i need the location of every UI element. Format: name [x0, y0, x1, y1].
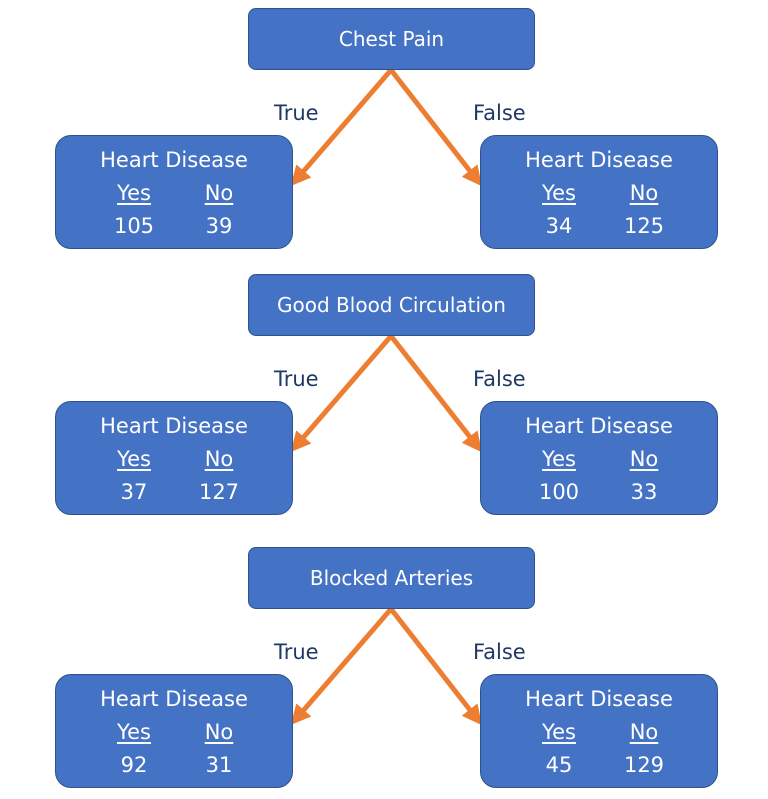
- leaf-node-true: Heart Disease Yes No 37 127: [55, 401, 293, 515]
- root-node-label: Blocked Arteries: [309, 566, 474, 590]
- true-arrow: [290, 334, 393, 453]
- leaf-node-true: Heart Disease Yes No 92 31: [55, 674, 293, 788]
- false-arrow: [389, 68, 482, 187]
- yes-header: Yes: [542, 720, 576, 744]
- leaf-title: Heart Disease: [100, 414, 248, 438]
- yes-count: 45: [545, 753, 573, 777]
- true-branch-label: True: [274, 101, 319, 125]
- true-branch-label: True: [274, 640, 319, 664]
- yes-count: 100: [538, 480, 580, 504]
- no-count: 33: [630, 480, 658, 504]
- yes-header: Yes: [117, 181, 151, 205]
- no-count: 127: [198, 480, 240, 504]
- no-header: No: [629, 720, 659, 744]
- true-branch-label: True: [274, 367, 319, 391]
- false-branch-label: False: [473, 101, 526, 125]
- root-node-label: Good Blood Circulation: [277, 293, 506, 317]
- leaf-node-false: Heart Disease Yes No 45 129: [480, 674, 718, 788]
- yes-header: Yes: [542, 447, 576, 471]
- root-node-blocked-arteries: Blocked Arteries: [248, 547, 535, 609]
- root-node-label: Chest Pain: [338, 27, 445, 51]
- yes-count: 92: [120, 753, 148, 777]
- no-header: No: [629, 447, 659, 471]
- leaf-title: Heart Disease: [525, 414, 673, 438]
- true-arrow: [290, 68, 393, 187]
- yes-count: 37: [120, 480, 148, 504]
- false-branch-label: False: [473, 640, 526, 664]
- true-arrow: [290, 607, 393, 726]
- false-arrow: [389, 334, 482, 453]
- no-header: No: [629, 181, 659, 205]
- leaf-node-false: Heart Disease Yes No 34 125: [480, 135, 718, 249]
- yes-header: Yes: [542, 181, 576, 205]
- false-branch-label: False: [473, 367, 526, 391]
- leaf-node-true: Heart Disease Yes No 105 39: [55, 135, 293, 249]
- leaf-node-false: Heart Disease Yes No 100 33: [480, 401, 718, 515]
- no-count: 39: [205, 214, 233, 238]
- yes-count: 105: [113, 214, 155, 238]
- no-count: 129: [623, 753, 665, 777]
- false-arrow: [389, 607, 482, 726]
- root-node-chest-pain: Chest Pain: [248, 8, 535, 70]
- yes-header: Yes: [117, 720, 151, 744]
- no-header: No: [204, 447, 234, 471]
- root-node-good-blood-circulation: Good Blood Circulation: [248, 274, 535, 336]
- yes-count: 34: [545, 214, 573, 238]
- no-header: No: [204, 181, 234, 205]
- leaf-title: Heart Disease: [525, 687, 673, 711]
- no-count: 31: [205, 753, 233, 777]
- leaf-title: Heart Disease: [100, 687, 248, 711]
- no-count: 125: [623, 214, 665, 238]
- leaf-title: Heart Disease: [100, 148, 248, 172]
- yes-header: Yes: [117, 447, 151, 471]
- no-header: No: [204, 720, 234, 744]
- leaf-title: Heart Disease: [525, 148, 673, 172]
